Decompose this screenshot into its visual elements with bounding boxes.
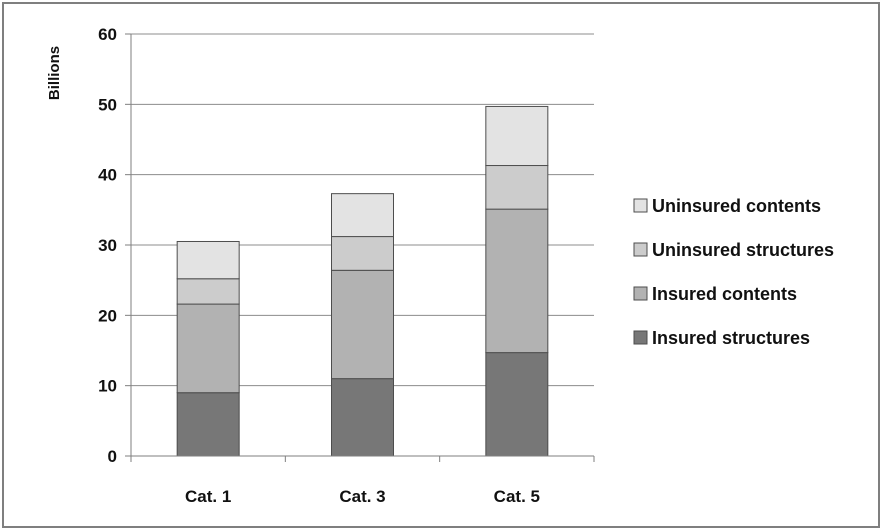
bar-segment-insured-contents: [331, 269, 394, 380]
bar-segment-uninsured-structures: [331, 236, 394, 271]
bar-segment-uninsured-contents: [176, 240, 240, 280]
y-tick-label: 0: [108, 447, 117, 466]
bar-segment-uninsured-contents: [485, 105, 549, 167]
legend: Uninsured contents Uninsured structures In…: [633, 196, 834, 348]
bar-segment-insured-structures: [176, 392, 240, 457]
y-tick-label: 40: [98, 166, 117, 185]
x-tick-label: Cat. 3: [339, 487, 385, 506]
bars: [176, 105, 549, 457]
axes: 0 10 20 30 40 50 60 Cat. 1 Cat. 3 Cat. 5: [98, 25, 595, 506]
legend-label: Uninsured contents: [652, 196, 821, 216]
bar-segment-insured-structures: [331, 378, 394, 457]
y-tick-label: 30: [98, 236, 117, 255]
bar-segment-uninsured-structures: [485, 165, 549, 210]
y-tick-label: 20: [98, 306, 117, 325]
x-tick-label: Cat. 5: [494, 487, 540, 506]
legend-label: Insured contents: [652, 284, 797, 304]
bar-segment-insured-contents: [485, 208, 549, 354]
legend-swatch: [633, 198, 648, 213]
legend-label: Insured structures: [652, 328, 810, 348]
legend-label: Uninsured structures: [652, 240, 834, 260]
bar-segment-uninsured-structures: [176, 278, 240, 305]
y-tick-label: 50: [98, 95, 117, 114]
y-tick-label: 10: [98, 377, 117, 396]
bar-segment-uninsured-contents: [331, 193, 394, 238]
y-tick-label: 60: [98, 25, 117, 44]
legend-swatch: [633, 286, 648, 301]
legend-swatch: [633, 242, 648, 257]
bar-segment-insured-structures: [485, 352, 549, 457]
x-tick-label: Cat. 1: [185, 487, 231, 506]
y-axis-title: Billions: [46, 46, 63, 100]
bar-segment-insured-contents: [176, 303, 240, 394]
legend-swatch: [633, 330, 648, 345]
